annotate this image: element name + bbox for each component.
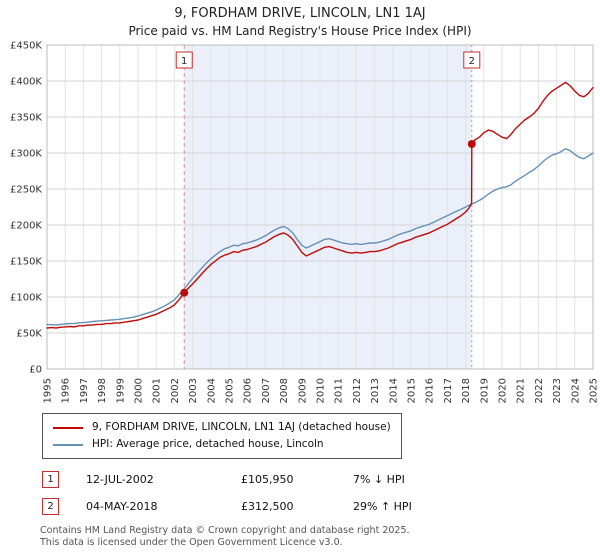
sale-row-2: 2 04-MAY-2018 £312,500 29% ↑ HPI <box>42 498 600 515</box>
svg-text:2006: 2006 <box>243 378 254 403</box>
svg-text:2021: 2021 <box>516 378 527 403</box>
svg-text:2: 2 <box>469 56 475 67</box>
svg-text:£450K: £450K <box>10 41 42 52</box>
sale-1-hpi-diff: 7% ↓ HPI <box>353 473 405 486</box>
svg-text:2007: 2007 <box>261 378 272 403</box>
sale-1-date: 12-JUL-2002 <box>86 473 154 486</box>
svg-text:2017: 2017 <box>443 378 454 403</box>
svg-text:£350K: £350K <box>10 113 42 124</box>
property-line-swatch-icon <box>53 426 83 429</box>
svg-text:£400K: £400K <box>10 77 42 88</box>
svg-text:£200K: £200K <box>10 221 42 232</box>
svg-text:2019: 2019 <box>479 378 490 403</box>
svg-text:2016: 2016 <box>425 378 436 403</box>
price-chart: £0 £50K £100K £150K £200K £250K £300K £350K £400… <box>0 39 600 411</box>
svg-text:2005: 2005 <box>225 378 236 403</box>
page-title: 9, FORDHAM DRIVE, LINCOLN, LN1 1AJ <box>174 6 426 21</box>
legend-item-hpi: HPI: Average price, detached house, Linc… <box>53 436 391 453</box>
svg-text:2022: 2022 <box>534 378 545 403</box>
sale-marker-2-badge: 2 <box>42 498 59 515</box>
svg-text:2025: 2025 <box>589 378 600 403</box>
legend-item-property: 9, FORDHAM DRIVE, LINCOLN, LN1 1AJ (deta… <box>53 419 391 436</box>
legend-label-property: 9, FORDHAM DRIVE, LINCOLN, LN1 1AJ (deta… <box>92 421 391 433</box>
svg-text:2008: 2008 <box>279 378 290 403</box>
svg-text:2014: 2014 <box>388 378 399 403</box>
svg-text:2010: 2010 <box>316 378 327 403</box>
svg-text:2000: 2000 <box>134 378 145 403</box>
svg-text:£0: £0 <box>29 365 42 376</box>
svg-text:1995: 1995 <box>43 378 54 403</box>
sale-marker-1-badge: 1 <box>42 471 59 488</box>
footer: Contains HM Land Registry data © Crown c… <box>40 525 600 550</box>
svg-text:£100K: £100K <box>10 293 42 304</box>
svg-text:2023: 2023 <box>552 378 563 403</box>
svg-text:2004: 2004 <box>206 378 217 403</box>
sale-2-price: £312,500 <box>241 500 294 513</box>
legend-label-hpi: HPI: Average price, detached house, Linc… <box>92 438 324 450</box>
svg-text:1997: 1997 <box>79 378 90 403</box>
sales-table: 1 12-JUL-2002 £105,950 7% ↓ HPI 2 04-MAY… <box>42 471 600 515</box>
svg-text:2020: 2020 <box>498 378 509 403</box>
hpi-line-swatch-icon <box>53 443 83 446</box>
svg-text:2003: 2003 <box>188 378 199 403</box>
svg-text:2001: 2001 <box>152 378 163 403</box>
svg-text:2012: 2012 <box>352 378 363 403</box>
svg-text:2011: 2011 <box>334 378 345 403</box>
svg-text:2015: 2015 <box>407 378 418 403</box>
sale-2-date: 04-MAY-2018 <box>86 500 158 513</box>
svg-text:2013: 2013 <box>370 378 381 403</box>
svg-text:£250K: £250K <box>10 185 42 196</box>
footer-line-2: This data is licensed under the Open Gov… <box>40 537 343 549</box>
sale-row-1: 1 12-JUL-2002 £105,950 7% ↓ HPI <box>42 471 600 488</box>
svg-text:1999: 1999 <box>115 378 126 403</box>
svg-text:1998: 1998 <box>97 378 108 403</box>
sale-1-price: £105,950 <box>241 473 294 486</box>
svg-text:2009: 2009 <box>297 378 308 403</box>
svg-text:1: 1 <box>181 56 187 67</box>
svg-text:2018: 2018 <box>461 378 472 403</box>
sale-2-hpi-diff: 29% ↑ HPI <box>353 500 412 513</box>
legend: 9, FORDHAM DRIVE, LINCOLN, LN1 1AJ (deta… <box>42 413 402 459</box>
svg-text:2002: 2002 <box>170 378 181 403</box>
page-subtitle: Price paid vs. HM Land Registry's House … <box>128 24 472 38</box>
svg-text:£50K: £50K <box>16 329 42 340</box>
chart-canvas: £0 £50K £100K £150K £200K £250K £300K £350K £400… <box>10 41 600 404</box>
svg-text:2024: 2024 <box>570 378 581 403</box>
svg-text:£300K: £300K <box>10 149 42 160</box>
svg-text:1996: 1996 <box>61 378 72 403</box>
footer-line-1: Contains HM Land Registry data © Crown c… <box>40 525 410 536</box>
svg-text:£150K: £150K <box>10 257 42 268</box>
